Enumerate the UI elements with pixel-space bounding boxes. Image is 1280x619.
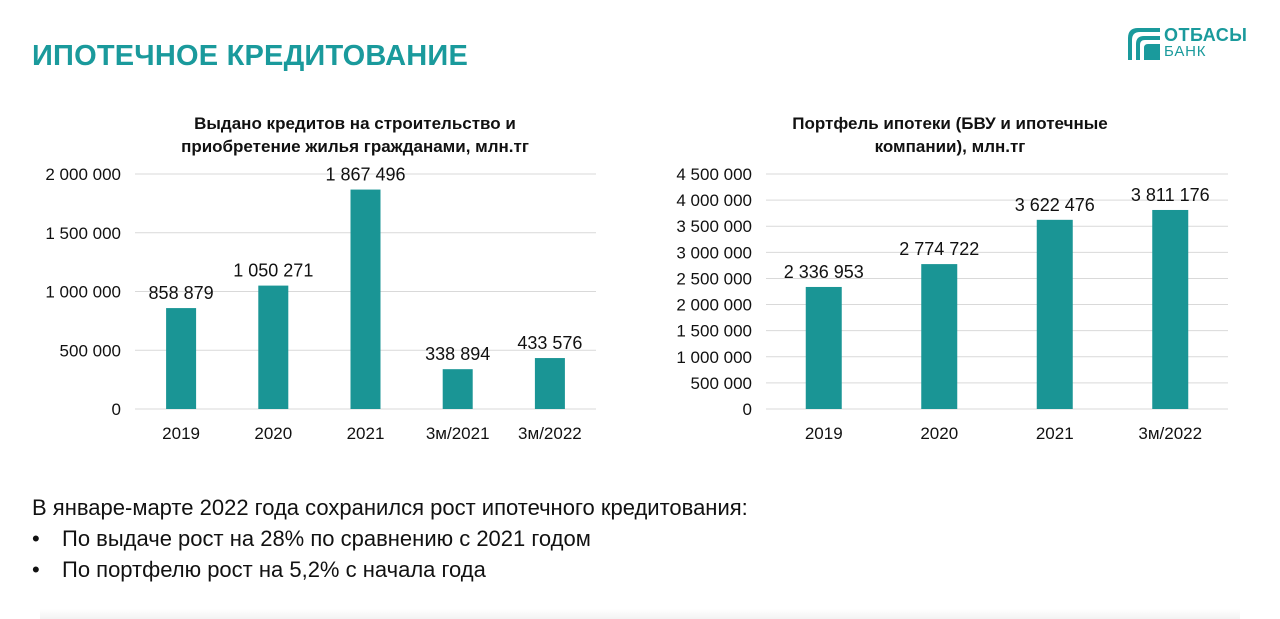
bullet-marker: • bbox=[32, 557, 40, 582]
x-tick-label: 2019 bbox=[805, 424, 843, 443]
chart2-plot: 0 500 000 1 000 000 1 500 000 2 000 000 2 500… bbox=[676, 165, 1228, 443]
x-tick-label: 2020 bbox=[254, 424, 292, 443]
x-tick-label: 3м/2022 bbox=[1138, 424, 1202, 443]
summary-note: В январе-марте 2022 года сохранился рост… bbox=[32, 492, 748, 585]
data-label: 2 774 722 bbox=[899, 239, 979, 259]
y-tick-label: 0 bbox=[743, 400, 752, 419]
y-tick-label: 500 000 bbox=[60, 341, 121, 360]
y-tick-label: 4 000 000 bbox=[676, 191, 752, 210]
chart2-title-line2: компании), млн.тг bbox=[874, 137, 1026, 156]
data-label: 2 336 953 bbox=[784, 262, 864, 282]
y-tick-label: 4 500 000 bbox=[676, 165, 752, 184]
bottom-shadow bbox=[40, 609, 1240, 619]
x-tick-label: 2021 bbox=[1036, 424, 1074, 443]
chart1-title-line1: Выдано кредитов на строительство и bbox=[194, 114, 516, 133]
summary-bullet-1-text: По выдаче рост на 28% по сравнению с 202… bbox=[62, 526, 591, 551]
bar bbox=[1152, 209, 1189, 409]
chart1-title: Выдано кредитов на строительство и приоб… bbox=[90, 112, 620, 158]
data-label: 3 622 476 bbox=[1015, 195, 1095, 215]
data-label: 3 811 176 bbox=[1131, 185, 1210, 205]
bar bbox=[805, 286, 842, 409]
bar bbox=[1036, 219, 1073, 409]
y-tick-label: 1 500 000 bbox=[676, 322, 752, 341]
y-tick-label: 1 000 000 bbox=[676, 348, 752, 367]
chart1-title-line2: приобретение жилья гражданами, млн.тг bbox=[181, 137, 529, 156]
y-tick-label: 500 000 bbox=[691, 374, 752, 393]
x-tick-label: 3м/2021 bbox=[426, 424, 490, 443]
bar bbox=[534, 358, 565, 409]
data-label: 338 894 bbox=[425, 344, 490, 364]
y-tick-label: 2 000 000 bbox=[45, 165, 121, 184]
summary-bullet-1: • По выдаче рост на 28% по сравнению с 20… bbox=[32, 523, 748, 554]
logo-text-line2: БАНК bbox=[1164, 43, 1207, 60]
page-title: ИПОТЕЧНОЕ КРЕДИТОВАНИЕ bbox=[32, 40, 468, 72]
logo-mark-icon bbox=[1128, 28, 1160, 60]
logo-text-line1: ОТБАСЫ bbox=[1164, 25, 1248, 45]
y-tick-label: 1 000 000 bbox=[45, 283, 121, 302]
bar bbox=[442, 369, 473, 409]
bar bbox=[921, 264, 958, 409]
y-tick-label: 2 500 000 bbox=[676, 269, 752, 288]
x-tick-label: 2019 bbox=[162, 424, 200, 443]
bar bbox=[258, 285, 289, 409]
summary-bullet-2: • По портфелю рост на 5,2% с начала года bbox=[32, 554, 748, 585]
bar bbox=[350, 189, 381, 409]
y-tick-label: 2 000 000 bbox=[676, 296, 752, 315]
chart1-plot: 0 500 000 1 000 000 1 500 000 2 000 000 858 8… bbox=[45, 165, 596, 443]
summary-intro: В январе-марте 2022 года сохранился рост… bbox=[32, 495, 748, 520]
bank-logo: ОТБАСЫ БАНК bbox=[1128, 26, 1256, 66]
x-tick-label: 2021 bbox=[347, 424, 385, 443]
y-tick-label: 3 000 000 bbox=[676, 243, 752, 262]
chart2-title-line1: Портфель ипотеки (БВУ и ипотечные bbox=[792, 114, 1108, 133]
x-tick-label: 2020 bbox=[920, 424, 958, 443]
bar bbox=[166, 308, 197, 409]
chart2-title: Портфель ипотеки (БВУ и ипотечные компан… bbox=[720, 112, 1180, 158]
y-tick-label: 0 bbox=[112, 400, 121, 419]
data-label: 858 879 bbox=[149, 283, 214, 303]
data-label: 1 050 271 bbox=[233, 261, 313, 281]
x-tick-label: 3м/2022 bbox=[518, 424, 582, 443]
summary-bullet-2-text: По портфелю рост на 5,2% с начала года bbox=[62, 557, 486, 582]
data-label: 433 576 bbox=[517, 333, 582, 353]
data-label: 1 867 496 bbox=[325, 165, 405, 185]
y-tick-label: 3 500 000 bbox=[676, 217, 752, 236]
bullet-marker: • bbox=[32, 526, 40, 551]
y-tick-label: 1 500 000 bbox=[45, 224, 121, 243]
